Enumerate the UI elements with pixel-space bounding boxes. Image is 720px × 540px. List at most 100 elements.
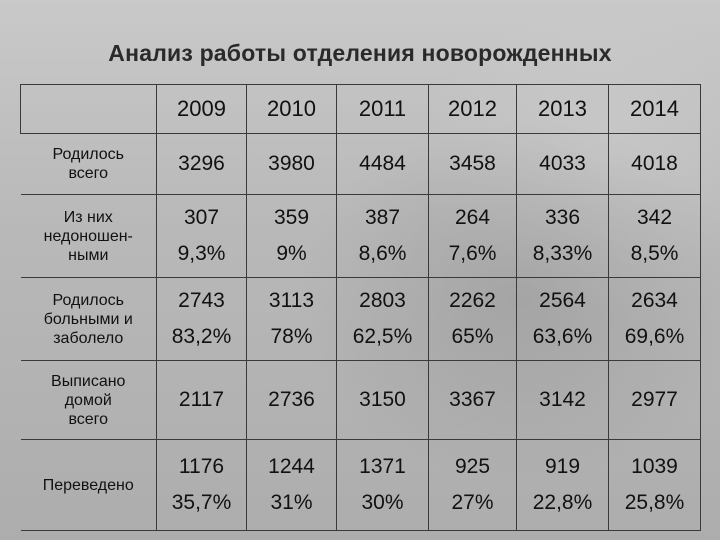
table-cell: 919 22,8% bbox=[516, 439, 609, 531]
cell-count: 3296 bbox=[178, 152, 225, 175]
cell-percent: 31% bbox=[270, 491, 313, 514]
cell-count: 2743 bbox=[178, 289, 225, 312]
cell-count: 3113 bbox=[268, 289, 315, 312]
table-row: Выписано домой всего 2117 2736 3150 3367… bbox=[20, 360, 701, 440]
table-cell: 3142 bbox=[516, 360, 609, 440]
cell-count: 4033 bbox=[539, 152, 586, 175]
cell-count: 342 bbox=[636, 206, 673, 229]
table-cell: 4018 bbox=[608, 133, 701, 195]
row-label-line: всего bbox=[68, 410, 109, 428]
row-label-line: заболело bbox=[53, 329, 124, 347]
row-label-line: недоношен- bbox=[43, 227, 133, 245]
row-label-line: Переведено bbox=[42, 476, 134, 494]
table-cell: 387 8,6% bbox=[336, 194, 429, 278]
table-cell: 359 9% bbox=[246, 194, 337, 278]
cell-percent: 9,3% bbox=[177, 242, 226, 265]
year-header: 2010 bbox=[246, 84, 337, 134]
table-cell: 1176 35,7% bbox=[156, 439, 247, 531]
row-label-line: Выписано bbox=[51, 372, 126, 390]
row-label: Выписано домой всего bbox=[20, 360, 157, 440]
table-cell: 2736 bbox=[246, 360, 337, 440]
year-header: 2012 bbox=[428, 84, 517, 134]
cell-percent: 8,33% bbox=[532, 242, 593, 265]
cell-count: 264 bbox=[454, 206, 491, 229]
table-cell: 3113 78% bbox=[246, 277, 337, 361]
cell-count: 336 bbox=[544, 206, 581, 229]
corner-cell bbox=[20, 84, 157, 134]
cell-count: 2736 bbox=[268, 388, 315, 411]
cell-count: 3458 bbox=[449, 152, 496, 175]
table-cell: 3367 bbox=[428, 360, 517, 440]
row-label-line: всего bbox=[68, 165, 109, 182]
cell-count: 1244 bbox=[268, 455, 315, 478]
year-header: 2013 bbox=[516, 84, 609, 134]
table-cell: 1039 25,8% bbox=[608, 439, 701, 531]
cell-percent: 8,6% bbox=[358, 242, 407, 265]
table-cell: 2117 bbox=[156, 360, 247, 440]
cell-count: 2634 bbox=[631, 289, 678, 312]
cell-percent: 25,8% bbox=[624, 491, 685, 514]
cell-count: 1039 bbox=[631, 455, 678, 478]
table-cell: 4033 bbox=[516, 133, 609, 195]
page-title: Анализ работы отделения новорожденных bbox=[108, 40, 612, 66]
row-label: Родилось всего bbox=[20, 133, 157, 195]
table-row: Переведено 1176 35,7% 1244 31% 1371 30% 925… bbox=[20, 439, 701, 531]
cell-count: 387 bbox=[364, 206, 401, 229]
cell-count: 2803 bbox=[359, 289, 406, 312]
cell-count: 919 bbox=[544, 455, 581, 478]
cell-percent: 7,6% bbox=[448, 242, 497, 265]
cell-count: 4018 bbox=[631, 152, 678, 175]
cell-count: 3150 bbox=[359, 388, 406, 411]
cell-count: 1176 bbox=[178, 455, 225, 478]
table-cell: 925 27% bbox=[428, 439, 517, 531]
cell-count: 2977 bbox=[631, 388, 678, 411]
cell-percent: 62,5% bbox=[352, 325, 413, 348]
row-label-line: Родилось bbox=[52, 291, 125, 309]
cell-count: 4484 bbox=[359, 152, 406, 175]
table-cell: 2743 83,2% bbox=[156, 277, 247, 361]
table-cell: 2803 62,5% bbox=[336, 277, 429, 361]
row-label-line: больными и bbox=[43, 310, 133, 328]
cell-count: 3367 bbox=[449, 388, 496, 411]
cell-percent: 30% bbox=[361, 491, 404, 514]
row-label: Родилось больными и заболело bbox=[20, 277, 157, 361]
cell-percent: 9% bbox=[276, 242, 307, 265]
row-label-line: ными bbox=[68, 246, 109, 264]
table-cell: 2977 bbox=[608, 360, 701, 440]
year-header: 2011 bbox=[336, 84, 429, 134]
cell-count: 307 bbox=[183, 206, 220, 229]
cell-percent: 8,5% bbox=[630, 242, 679, 265]
table-cell: 307 9,3% bbox=[156, 194, 247, 278]
row-label-line: Родилось bbox=[52, 146, 125, 163]
table-cell: 3296 bbox=[156, 133, 247, 195]
cell-count: 925 bbox=[454, 455, 491, 478]
cell-count: 2117 bbox=[178, 388, 225, 411]
cell-count: 359 bbox=[273, 206, 310, 229]
year-header: 2009 bbox=[156, 84, 247, 134]
table-cell: 1244 31% bbox=[246, 439, 337, 531]
cell-count: 3142 bbox=[539, 388, 586, 411]
statistics-table: 2009 2010 2011 2012 2013 2014 Родилось в… bbox=[20, 84, 701, 531]
table-cell: 3980 bbox=[246, 133, 337, 195]
table-cell: 1371 30% bbox=[336, 439, 429, 531]
table-cell: 342 8,5% bbox=[608, 194, 701, 278]
cell-percent: 65% bbox=[451, 325, 494, 348]
table-cell: 2262 65% bbox=[428, 277, 517, 361]
cell-percent: 78% bbox=[270, 325, 313, 348]
row-label: Из них недоношен- ными bbox=[20, 194, 157, 278]
table-cell: 3458 bbox=[428, 133, 517, 195]
year-header: 2014 bbox=[608, 84, 701, 134]
table-cell: 2564 63,6% bbox=[516, 277, 609, 361]
row-label-line: Из них bbox=[63, 208, 113, 226]
table-cell: 336 8,33% bbox=[516, 194, 609, 278]
table-row: Из них недоношен- ными 307 9,3% 359 9% 387… bbox=[20, 194, 701, 278]
cell-percent: 27% bbox=[451, 491, 494, 514]
cell-percent: 63,6% bbox=[532, 325, 593, 348]
cell-count: 2564 bbox=[539, 289, 586, 312]
table-row: Родилось всего 3296 3980 4484 3458 4033 … bbox=[20, 133, 701, 195]
table-cell: 264 7,6% bbox=[428, 194, 517, 278]
cell-percent: 22,8% bbox=[532, 491, 593, 514]
row-label-line: домой bbox=[64, 391, 112, 409]
cell-percent: 69,6% bbox=[624, 325, 685, 348]
cell-percent: 83,2% bbox=[171, 325, 232, 348]
